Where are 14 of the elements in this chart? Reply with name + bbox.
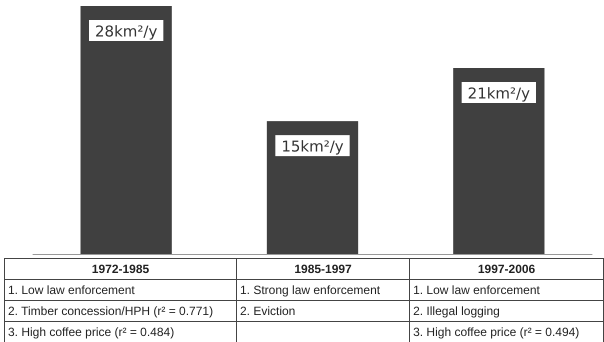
data-label: 21km²/y [468, 84, 530, 102]
text: 2. Illegal logging [410, 300, 604, 322]
x-tick-label: 1985-1997 [236, 258, 410, 280]
text: 1. Strong law enforcement [236, 280, 410, 300]
data-label: 15km²/y [281, 138, 344, 156]
x-tick-label: 1972-1985 [4, 258, 236, 280]
x-tick-label: 1997-2006 [410, 258, 604, 280]
text: 3. High coffee price (r² = 0.494) [410, 322, 604, 342]
text: 1. Low law enforcement [410, 280, 604, 300]
text: 1. Low law enforcement [4, 280, 236, 300]
text: 3. High coffee price (r² = 0.484) [4, 322, 236, 342]
text: 2. Timber concession/HPH (r² = 0.771) [4, 300, 236, 322]
text: 2. Eviction [236, 300, 410, 322]
data-label: 28km²/y [94, 22, 158, 40]
